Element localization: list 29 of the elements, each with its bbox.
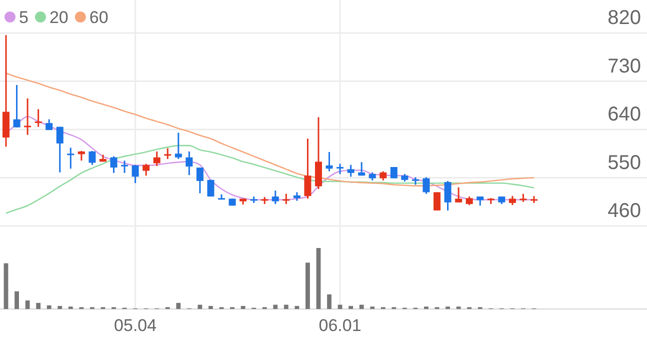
y-tick-label: 550 xyxy=(608,152,641,174)
y-tick-label: 730 xyxy=(608,55,641,78)
bar xyxy=(240,306,246,309)
x-tick-label: 05.04 xyxy=(114,316,157,336)
bar xyxy=(306,262,310,309)
bar xyxy=(4,263,8,309)
bar xyxy=(327,294,332,309)
bar xyxy=(176,302,181,309)
bar xyxy=(284,304,288,309)
bar xyxy=(338,304,342,309)
y-tick-label: 820 xyxy=(608,7,641,29)
bar xyxy=(58,306,62,309)
bar xyxy=(348,306,354,309)
legend-label: 60 xyxy=(89,8,108,27)
y-tick-label: 640 xyxy=(608,104,641,126)
bar xyxy=(198,304,202,309)
x-tick-label: 06.01 xyxy=(318,316,362,336)
bar xyxy=(359,304,364,309)
bar xyxy=(14,291,19,309)
y-tick-label: 460 xyxy=(608,200,641,222)
bar xyxy=(294,306,300,309)
bar xyxy=(208,306,213,309)
bar xyxy=(25,300,30,309)
bar xyxy=(36,302,41,309)
legend-label: 5 xyxy=(19,8,28,27)
legend-label: 20 xyxy=(49,8,68,27)
bar xyxy=(273,304,278,309)
bar xyxy=(316,248,321,309)
bar xyxy=(46,305,52,309)
